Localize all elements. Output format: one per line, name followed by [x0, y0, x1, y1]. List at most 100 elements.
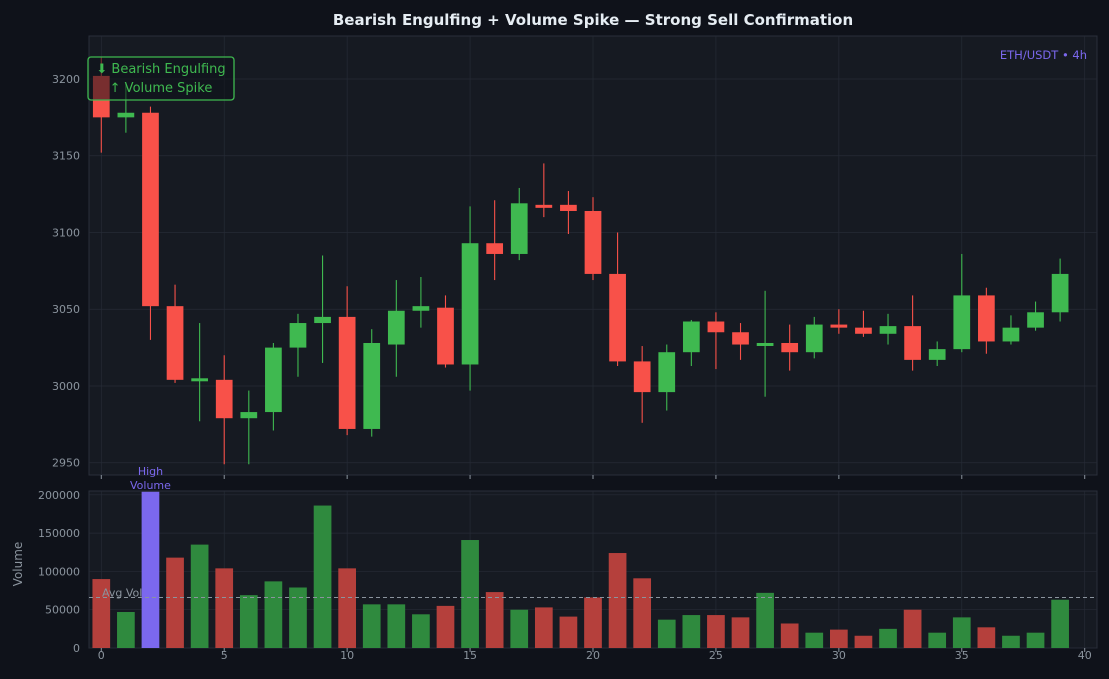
volume-panel: 0 50000 100000 150000 200000 0 5 10 15 20 25 30 35 40…: [11, 465, 1098, 662]
price-y-tick-label: 3050: [52, 303, 80, 316]
bullish-candle-body: [461, 243, 479, 365]
bullish-candle-body: [1027, 312, 1044, 328]
bullish-volume-bar: [461, 540, 479, 648]
x-tick-label: 10: [340, 649, 354, 662]
bullish-candle-body: [510, 203, 528, 254]
bearish-candle-body: [486, 243, 504, 254]
annotation-line-volume-spike: ↑ Volume Spike: [110, 81, 213, 96]
bullish-volume-bar: [412, 614, 430, 648]
pattern-annotation: ⬇ Bearish Engulfing ↑ Volume Spike: [87, 56, 235, 101]
bearish-volume-bar: [707, 615, 725, 648]
bullish-candle-body: [1002, 327, 1020, 342]
pair-timeframe-tag: ETH/USDT • 4h: [1000, 48, 1087, 62]
bullish-volume-bar: [289, 587, 307, 648]
annotation-line-bearish-engulfing: ⬇ Bearish Engulfing: [96, 62, 225, 77]
bearish-candle-body: [830, 324, 848, 328]
bearish-candle-body: [560, 204, 577, 211]
bullish-volume-bar: [510, 609, 529, 648]
bullish-volume-bar: [682, 615, 701, 648]
bearish-candle-body: [707, 321, 725, 333]
bullish-candle-body: [658, 352, 676, 393]
bullish-candle-body: [1051, 273, 1069, 313]
bearish-volume-bar: [780, 623, 799, 648]
bearish-volume-bar: [166, 557, 184, 648]
bullish-candle-body: [805, 324, 823, 353]
bullish-volume-bar: [239, 595, 258, 648]
bullish-volume-bar: [657, 619, 676, 648]
bullish-volume-bar: [1051, 599, 1069, 648]
volume-y-tick-label: 150000: [38, 527, 80, 540]
bearish-volume-bar: [436, 605, 455, 648]
bullish-candle-body: [289, 323, 307, 348]
bullish-volume-bar: [952, 617, 971, 648]
bearish-volume-bar: [977, 627, 996, 648]
bullish-candle-body: [240, 412, 258, 419]
bearish-volume-bar: [559, 616, 578, 648]
bearish-volume-bar: [854, 635, 873, 648]
bullish-volume-bar: [117, 612, 135, 648]
bullish-volume-bar: [387, 604, 406, 648]
bullish-candle-body: [117, 112, 135, 118]
bearish-candle-body: [166, 306, 184, 380]
price-y-tick-label: 3100: [52, 226, 80, 239]
volume-y-tick-label: 100000: [38, 565, 80, 578]
bearish-volume-bar: [485, 592, 504, 648]
x-tick-label: 20: [586, 649, 600, 662]
bearish-volume-bar: [830, 629, 848, 648]
price-y-tick-label: 2950: [52, 457, 80, 470]
x-tick-label: 25: [709, 649, 723, 662]
bullish-candle-body: [314, 316, 331, 324]
bullish-volume-bar: [1002, 635, 1020, 648]
bearish-volume-bar: [215, 568, 234, 648]
high-volume-label-line1: High: [138, 465, 163, 478]
bullish-candle-body: [265, 347, 282, 413]
bullish-volume-bar: [928, 632, 947, 648]
bullish-candle-body: [412, 306, 430, 311]
volume-y-tick-label: 0: [73, 642, 80, 655]
bearish-candle-body: [142, 112, 159, 307]
price-y-tick-label: 3000: [52, 380, 80, 393]
volume-y-tick-label: 50000: [45, 604, 80, 617]
bearish-candle-body: [584, 210, 602, 274]
x-tick-label: 5: [221, 649, 228, 662]
bullish-volume-bar: [264, 581, 283, 648]
bearish-candle-body: [338, 316, 356, 429]
x-tick-label: 0: [98, 649, 105, 662]
x-tick-label: 30: [832, 649, 846, 662]
bullish-candle-body: [387, 310, 405, 345]
price-y-tick-label: 3150: [52, 150, 80, 163]
bearish-candle-body: [535, 204, 553, 208]
bullish-candle-body: [363, 342, 381, 429]
x-tick-label: 35: [955, 649, 969, 662]
bearish-candle-body: [904, 326, 921, 360]
bullish-volume-bar: [190, 544, 209, 648]
bearish-volume-bar: [338, 568, 356, 648]
bearish-candle-body: [633, 361, 651, 393]
bearish-volume-bar: [584, 597, 602, 648]
bearish-candle-body: [215, 379, 233, 419]
chart-title: Bearish Engulfing + Volume Spike — Stron…: [333, 11, 853, 29]
bullish-candle-body: [928, 349, 946, 360]
bearish-candle-body: [609, 273, 626, 362]
annotation-box: [87, 56, 235, 101]
price-panel: 2950 3000 3050 3100 3150 3200 ⬇ Bearish Engulf…: [52, 35, 1098, 479]
volume-y-tick-label: 200000: [38, 489, 80, 502]
bullish-volume-bar: [879, 628, 897, 648]
bearish-candle-body: [437, 307, 454, 365]
bearish-volume-bar: [633, 578, 652, 648]
bearish-candle-body: [781, 342, 799, 353]
bearish-volume-bar: [731, 617, 750, 648]
bullish-volume-bar: [313, 505, 332, 648]
bullish-candle-body: [879, 326, 897, 334]
volume-y-axis-label: Volume: [11, 542, 25, 587]
bullish-volume-bar: [756, 592, 774, 648]
bullish-volume-bar: [362, 604, 381, 648]
bearish-candle-body: [732, 332, 749, 345]
bullish-candle-body: [953, 295, 971, 350]
high-volume-label-line2: Volume: [130, 479, 171, 492]
bullish-candle-body: [756, 342, 774, 346]
x-tick-label: 15: [463, 649, 477, 662]
bullish-candle-body: [682, 321, 700, 353]
x-tick-label: 40: [1078, 649, 1092, 662]
